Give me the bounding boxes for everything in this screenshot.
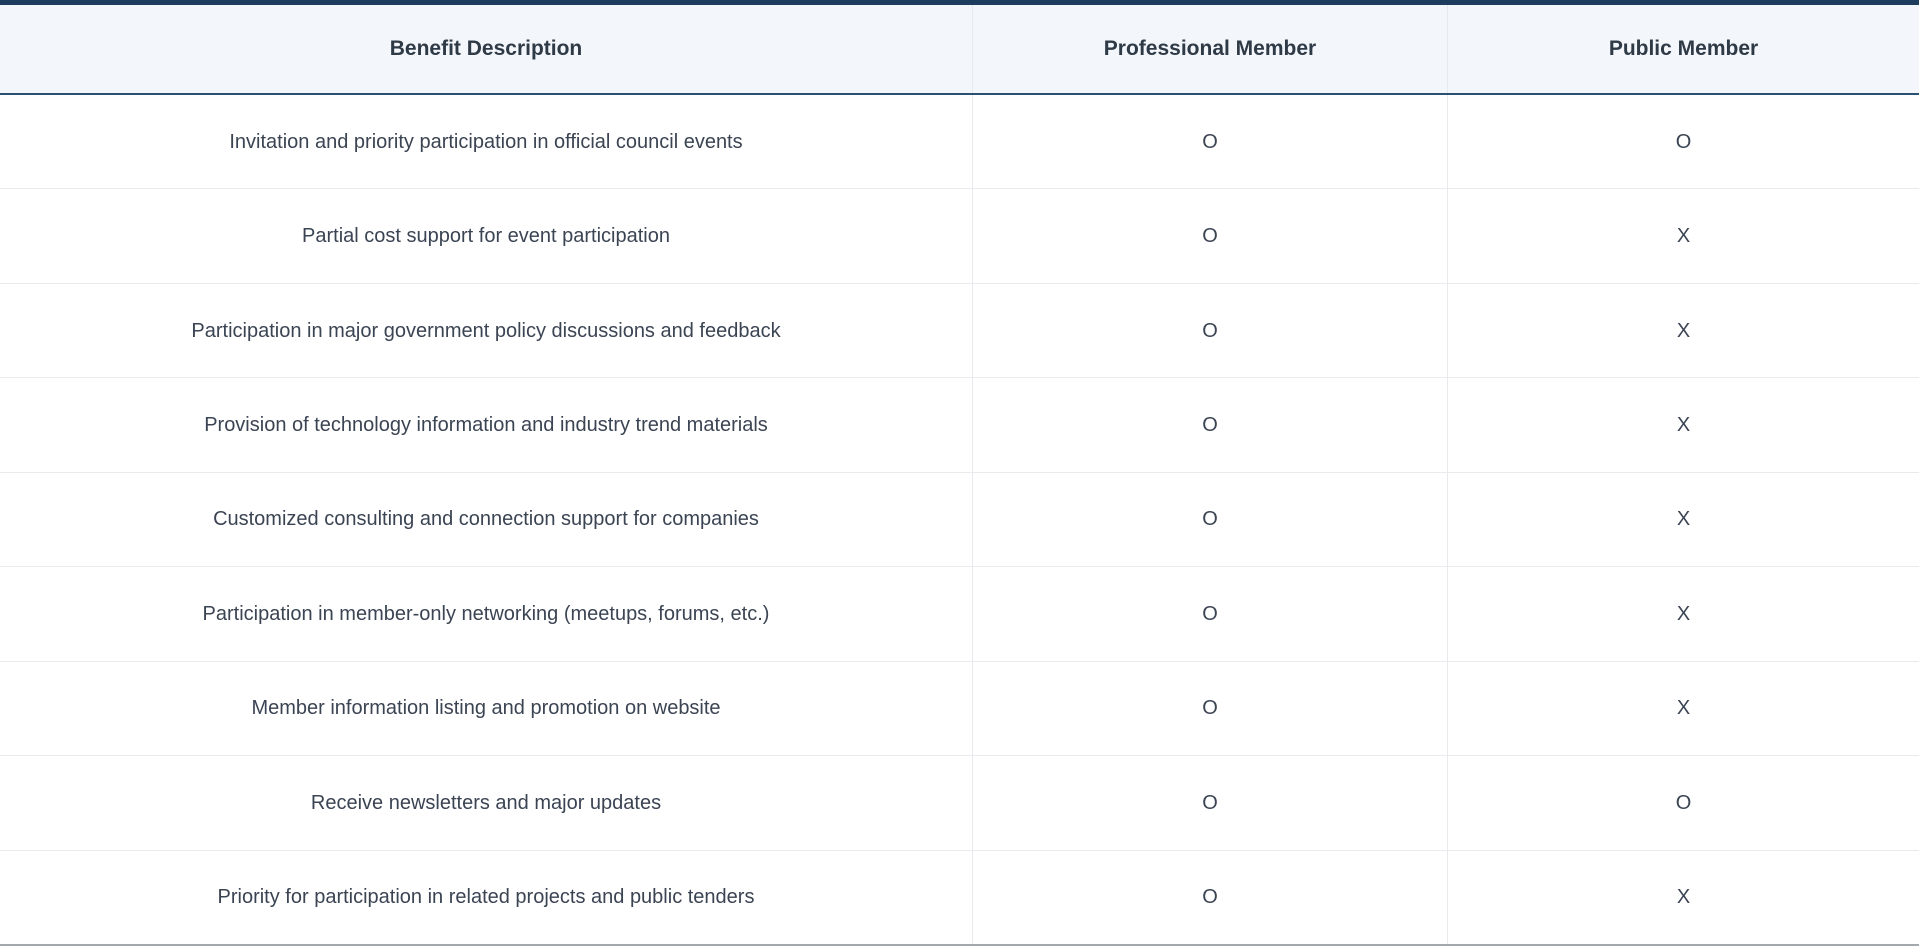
public-mark: X: [1447, 850, 1919, 944]
benefit-cell: Receive newsletters and major updates: [310, 791, 662, 814]
public-mark: O: [1447, 756, 1919, 850]
header-public-member: Public Member: [1447, 5, 1919, 93]
benefit-cell: Priority for participation in related pr…: [217, 886, 755, 909]
professional-mark: O: [972, 472, 1447, 567]
table-row: Participation in major government policy…: [0, 283, 1919, 379]
table-row: Participation in member-only networking …: [0, 567, 1919, 662]
table-row: Provision of technology information and …: [0, 378, 1919, 473]
table-row: Partial cost support for event participa…: [0, 189, 1919, 284]
header-benefit-description: Benefit Description: [389, 37, 583, 61]
table-row: Receive newsletters and major updates O …: [0, 756, 1919, 851]
header-professional-member: Professional Member: [972, 5, 1447, 93]
table-row: Invitation and priority participation in…: [0, 95, 1919, 190]
professional-mark: O: [972, 378, 1447, 472]
benefit-cell: Member information listing and promotion…: [251, 697, 721, 720]
table-row: Priority for participation in related pr…: [0, 850, 1919, 944]
professional-mark: O: [972, 189, 1447, 283]
professional-mark: O: [972, 661, 1447, 756]
professional-mark: O: [972, 567, 1447, 661]
table-row: Member information listing and promotion…: [0, 661, 1919, 757]
public-mark: X: [1447, 189, 1919, 283]
benefit-cell: Invitation and priority participation in…: [229, 130, 743, 153]
public-mark: X: [1447, 472, 1919, 567]
table-row: Customized consulting and connection sup…: [0, 472, 1919, 568]
benefit-cell: Partial cost support for event participa…: [302, 225, 670, 248]
public-mark: O: [1447, 95, 1919, 189]
professional-mark: O: [972, 95, 1447, 189]
professional-mark: O: [972, 756, 1447, 850]
public-mark: X: [1447, 567, 1919, 661]
benefit-cell: Participation in member-only networking …: [202, 602, 770, 625]
professional-mark: O: [972, 283, 1447, 378]
table-header-row: Benefit Description Professional Member …: [0, 5, 1919, 95]
professional-mark: O: [972, 850, 1447, 944]
benefit-cell: Provision of technology information and …: [204, 414, 768, 437]
benefit-cell: Customized consulting and connection sup…: [213, 508, 759, 531]
public-mark: X: [1447, 283, 1919, 378]
public-mark: X: [1447, 378, 1919, 472]
public-mark: X: [1447, 661, 1919, 756]
benefit-cell: Participation in major government policy…: [191, 319, 781, 342]
